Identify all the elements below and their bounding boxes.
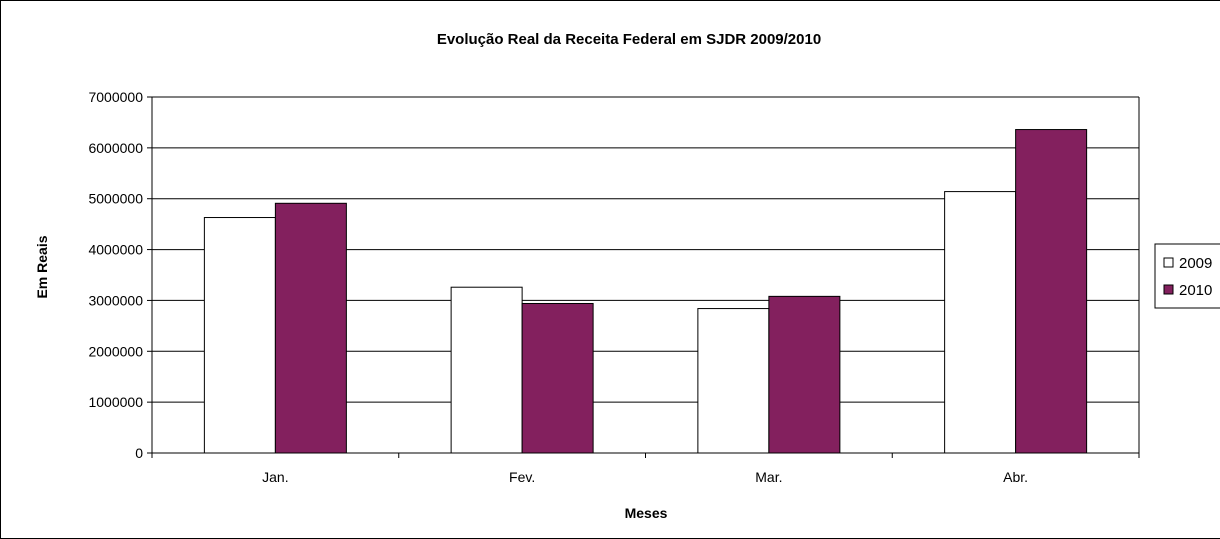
bar-2010-jan — [274, 202, 347, 454]
legend-label-2010: 2010 — [1179, 282, 1212, 299]
y-tick-label: 5000000 — [88, 191, 143, 207]
legend-label-2009: 2009 — [1179, 255, 1212, 272]
y-axis-label: Em Reais — [34, 235, 50, 298]
x-axis-label: Meses — [625, 505, 668, 521]
legend-swatch-2009 — [1163, 257, 1174, 268]
x-tick-label: Abr. — [1003, 469, 1028, 485]
x-tick-label: Mar. — [755, 469, 782, 485]
bar-2009-mar — [697, 308, 770, 454]
legend-swatch-2010 — [1163, 284, 1174, 295]
legend: 2009 2010 — [1154, 243, 1220, 309]
chart-title: Evolução Real da Receita Federal em SJDR… — [437, 31, 821, 48]
x-tick-label: Jan. — [262, 469, 288, 485]
bar-2009-fev — [450, 286, 523, 454]
y-tick-label: 6000000 — [88, 140, 143, 156]
y-axis-ticks: 0 1000000 2000000 3000000 4000000 5000000 6000… — [88, 89, 152, 461]
bar-2010-fev — [521, 302, 594, 454]
bar-2010-abr — [1015, 129, 1088, 454]
x-axis-ticks: Jan. Fev. Mar. Abr. — [151, 453, 1140, 485]
x-tick-label: Fev. — [509, 469, 535, 485]
y-tick-label: 3000000 — [88, 292, 143, 308]
legend-box — [1154, 243, 1220, 309]
y-tick-label: 4000000 — [88, 242, 143, 258]
bars — [203, 129, 1088, 454]
y-tick-label: 2000000 — [88, 343, 143, 359]
y-tick-label: 1000000 — [88, 394, 143, 410]
bar-2009-abr — [944, 191, 1017, 454]
y-tick-label: 0 — [135, 445, 143, 461]
y-tick-label: 7000000 — [88, 89, 143, 105]
bar-2010-mar — [768, 295, 841, 454]
bar-2009-jan — [203, 217, 276, 454]
